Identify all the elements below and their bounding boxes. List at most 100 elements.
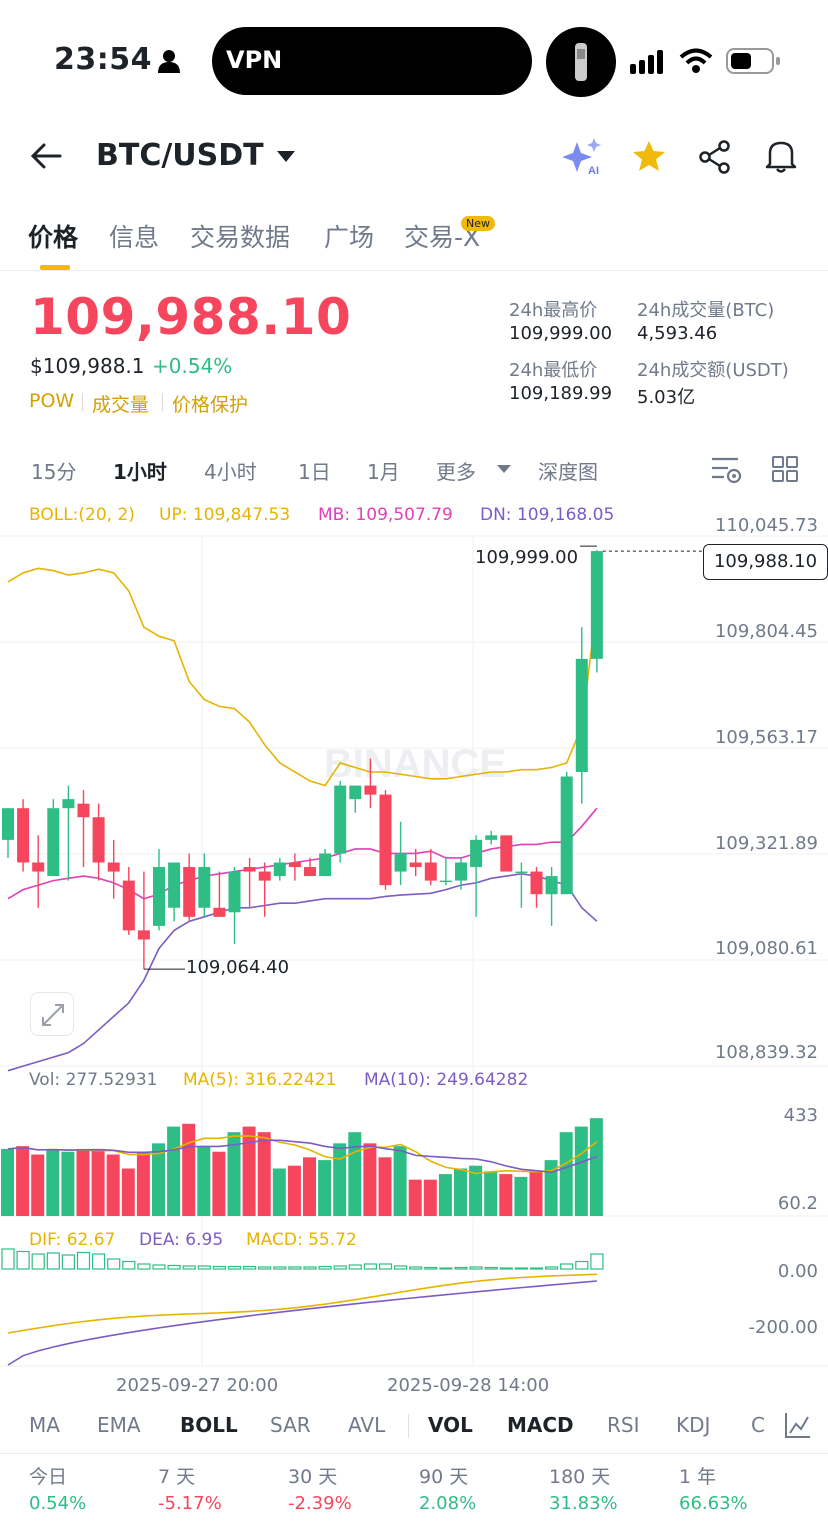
tf-15m[interactable]: 15分 (31, 460, 77, 484)
tf-1mo[interactable]: 1月 (367, 460, 400, 484)
ind-kdj[interactable]: KDJ (676, 1413, 711, 1437)
ind-macd[interactable]: MACD (507, 1413, 574, 1437)
volume-bar (438, 1174, 452, 1216)
tf-1h[interactable]: 1小时 (113, 460, 167, 484)
candle (485, 830, 498, 845)
current-price-marker[interactable]: 109,988.10 (703, 544, 828, 580)
macd-value: MACD: 55.72 (246, 1230, 357, 1250)
tag-price-protection[interactable]: 价格保护 (172, 394, 249, 416)
volume-bar (152, 1143, 165, 1216)
time-tick: 2025-09-27 20:00 (116, 1375, 279, 1396)
caret-down-icon[interactable] (276, 150, 296, 164)
tab-square[interactable]: 广场 (324, 223, 375, 252)
favorite-star-icon[interactable] (632, 140, 666, 172)
axis-tick: 109,080.61 (714, 938, 818, 959)
candle-body (439, 880, 452, 883)
wifi-icon (679, 48, 713, 73)
boll-up-line (7, 567, 598, 787)
macd-bar (61, 1254, 76, 1270)
volume-bar (121, 1168, 135, 1216)
candle-body (122, 880, 135, 931)
pair-title[interactable]: BTC/USDT (96, 138, 264, 173)
period-value: -2.39% (288, 1493, 352, 1514)
candle (304, 857, 316, 877)
candle-body (107, 862, 120, 872)
back-arrow-icon[interactable] (30, 142, 64, 170)
ind-rsi[interactable]: RSI (607, 1413, 640, 1437)
ind-c[interactable]: C (751, 1413, 765, 1437)
vol-label: Vol: 277.52931 (29, 1070, 158, 1090)
candle (515, 862, 528, 908)
macd-bar (107, 1258, 121, 1270)
macd-bar (197, 1265, 211, 1270)
candle-body (92, 817, 105, 863)
tag-pow[interactable]: POW (29, 390, 75, 412)
low-marker: 109,064.40 (186, 957, 290, 978)
status-time: 23:54 (54, 42, 152, 77)
kline-chart[interactable]: BINANCE (0, 495, 828, 1375)
tag-divider (162, 393, 163, 411)
macd-bar (439, 1267, 453, 1270)
ind-boll[interactable]: BOLL (180, 1413, 238, 1437)
tag-divider (82, 393, 83, 411)
candle-body (213, 907, 226, 917)
candle (590, 550, 603, 673)
ind-vol[interactable]: VOL (428, 1413, 473, 1437)
tf-depth[interactable]: 深度图 (538, 460, 598, 484)
volume-bar (469, 1165, 483, 1216)
last-price: 109,988.10 (30, 288, 352, 346)
fullscreen-button[interactable] (30, 992, 74, 1036)
axis-tick: 109,563.17 (714, 727, 818, 748)
candle-body (304, 867, 316, 877)
ind-ema[interactable]: EMA (97, 1413, 141, 1437)
volume-bar (514, 1176, 528, 1216)
candle-body (379, 794, 392, 886)
bell-icon[interactable] (764, 138, 798, 174)
candle-body (77, 803, 90, 818)
tab-info[interactable]: 信息 (109, 223, 160, 252)
tf-4h[interactable]: 4小时 (204, 460, 257, 484)
tag-volume[interactable]: 成交量 (92, 394, 150, 416)
tab-price[interactable]: 价格 (28, 223, 79, 252)
volume-bar (76, 1148, 90, 1216)
macd-bar (152, 1264, 166, 1270)
candle (17, 799, 30, 872)
volume-bar (484, 1171, 498, 1216)
macd-bar (318, 1265, 332, 1270)
macd-bar (288, 1266, 302, 1270)
volume-bar (46, 1148, 60, 1216)
candle (530, 867, 543, 908)
candle-body (485, 835, 498, 840)
tf-more[interactable]: 更多 (436, 460, 476, 484)
tab-trading-data[interactable]: 交易数据 (190, 223, 291, 252)
volume-bar (529, 1171, 543, 1216)
chart-settings-icon[interactable] (710, 455, 742, 485)
boll-label: BOLL:(20, 2) (29, 505, 135, 525)
period-label: 180 天 (549, 1466, 611, 1488)
grid-layout-icon[interactable] (772, 456, 798, 482)
candle (213, 871, 226, 917)
vol-ma5: MA(5): 316.22421 (183, 1070, 337, 1090)
ai-sparkle-icon[interactable]: AI (563, 138, 605, 176)
share-icon[interactable] (698, 140, 732, 174)
more-caret-icon[interactable] (496, 464, 512, 474)
macd-bar (243, 1265, 257, 1270)
candle (394, 821, 407, 886)
indicator-chart-icon[interactable] (784, 1411, 812, 1439)
volume-bar (197, 1146, 211, 1216)
candle (92, 803, 105, 881)
volume-bar (499, 1174, 513, 1216)
macd-axis-bottom: -200.00 (748, 1317, 818, 1338)
candle (258, 862, 271, 917)
ind-ma[interactable]: MA (29, 1413, 60, 1437)
macd-axis-top: 0.00 (777, 1261, 818, 1282)
tf-1d[interactable]: 1日 (298, 460, 331, 484)
volume-bar (408, 1179, 422, 1216)
ind-sar[interactable]: SAR (270, 1413, 311, 1437)
stat-high: 109,999.00 (509, 323, 613, 344)
ind-avl[interactable]: AVL (348, 1413, 386, 1437)
candle-body (168, 862, 181, 908)
macd-bar (31, 1253, 45, 1270)
macd-bar (469, 1266, 483, 1270)
signal-icon (630, 50, 663, 74)
